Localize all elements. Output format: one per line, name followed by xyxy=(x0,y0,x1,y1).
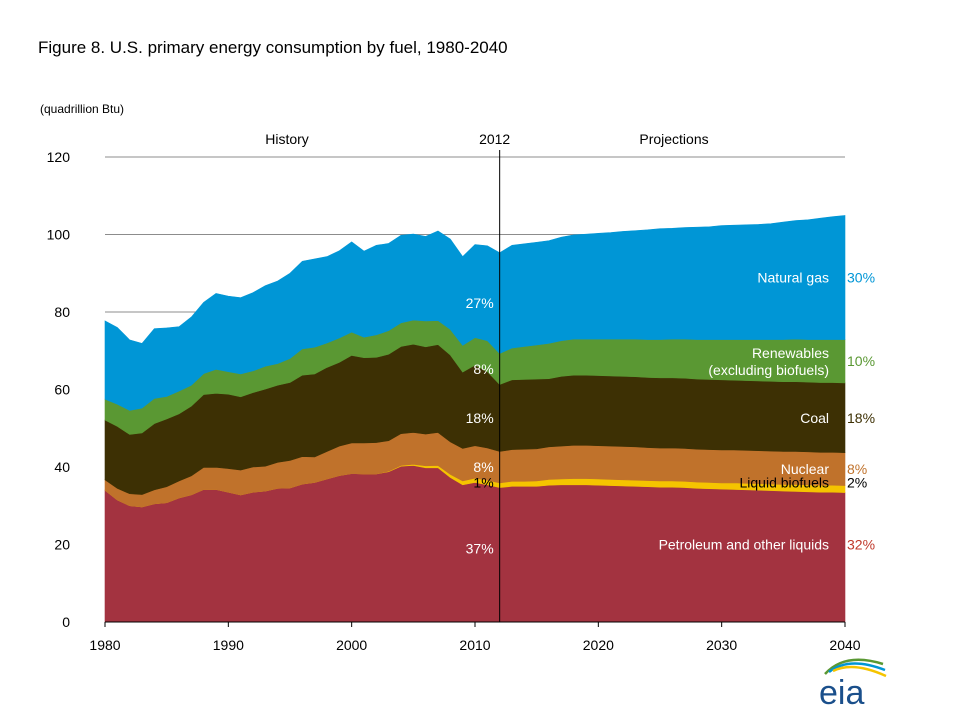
share-2012-3: 18% xyxy=(466,410,494,426)
area-series-5 xyxy=(104,215,846,411)
divider-label: 2012 xyxy=(479,131,510,147)
share-2040-0: 32% xyxy=(847,537,875,553)
y-tick-label-100: 100 xyxy=(47,227,71,243)
series-label-line: Nuclear xyxy=(781,461,830,477)
stacked-areas xyxy=(104,215,846,623)
share-2012-0: 37% xyxy=(466,540,494,556)
share-2012-2: 8% xyxy=(473,459,493,475)
series-label-5: Natural gas xyxy=(757,270,829,286)
series-label-2: Nuclear xyxy=(781,461,830,477)
series-label-0: Petroleum and other liquids xyxy=(659,537,829,553)
eia-logo-icon: eia xyxy=(819,658,887,710)
share-2012-1: 1% xyxy=(473,475,493,491)
share-2040-4: 10% xyxy=(847,353,875,369)
series-label-3: Coal xyxy=(800,410,829,426)
history-label: History xyxy=(265,131,309,147)
x-tick-label-2040: 2040 xyxy=(829,637,860,653)
x-tick-label-2030: 2030 xyxy=(706,637,737,653)
series-label-line: Coal xyxy=(800,410,829,426)
x-tick-label-1990: 1990 xyxy=(213,637,244,653)
share-2040-2: 8% xyxy=(847,461,867,477)
y-tick-label-80: 80 xyxy=(54,304,70,320)
series-label-line: Renewables xyxy=(752,345,829,361)
series-label-line: (excluding biofuels) xyxy=(708,362,829,378)
logo-text: eia xyxy=(819,674,864,710)
y-tick-label-120: 120 xyxy=(47,149,71,165)
share-2040-3: 18% xyxy=(847,410,875,426)
x-tick-label-1980: 1980 xyxy=(89,637,120,653)
series-label-line: Natural gas xyxy=(757,270,829,286)
x-tick-label-2000: 2000 xyxy=(336,637,367,653)
y-tick-label-40: 40 xyxy=(54,459,70,475)
share-2012-5: 27% xyxy=(466,295,494,311)
share-2040-5: 30% xyxy=(847,270,875,286)
units-label: (quadrillion Btu) xyxy=(40,102,125,116)
series-label-1: Liquid biofuels xyxy=(739,475,829,491)
series-labels: Petroleum and other liquids 32% 37% Liquid … xyxy=(466,270,875,557)
x-tick-label-2020: 2020 xyxy=(583,637,614,653)
share-2012-4: 8% xyxy=(473,361,493,377)
y-tick-label-0: 0 xyxy=(62,614,70,630)
share-2040-1: 2% xyxy=(847,475,867,491)
y-tick-label-20: 20 xyxy=(54,537,70,553)
series-label-line: Petroleum and other liquids xyxy=(659,537,829,553)
x-tick-label-2010: 2010 xyxy=(459,637,490,653)
series-label-line: Liquid biofuels xyxy=(739,475,829,491)
series-label-4: Renewables (excluding biofuels) xyxy=(708,345,829,378)
chart-title: Figure 8. U.S. primary energy consumptio… xyxy=(38,38,508,57)
y-tick-label-60: 60 xyxy=(54,382,70,398)
projections-label: Projections xyxy=(639,131,708,147)
